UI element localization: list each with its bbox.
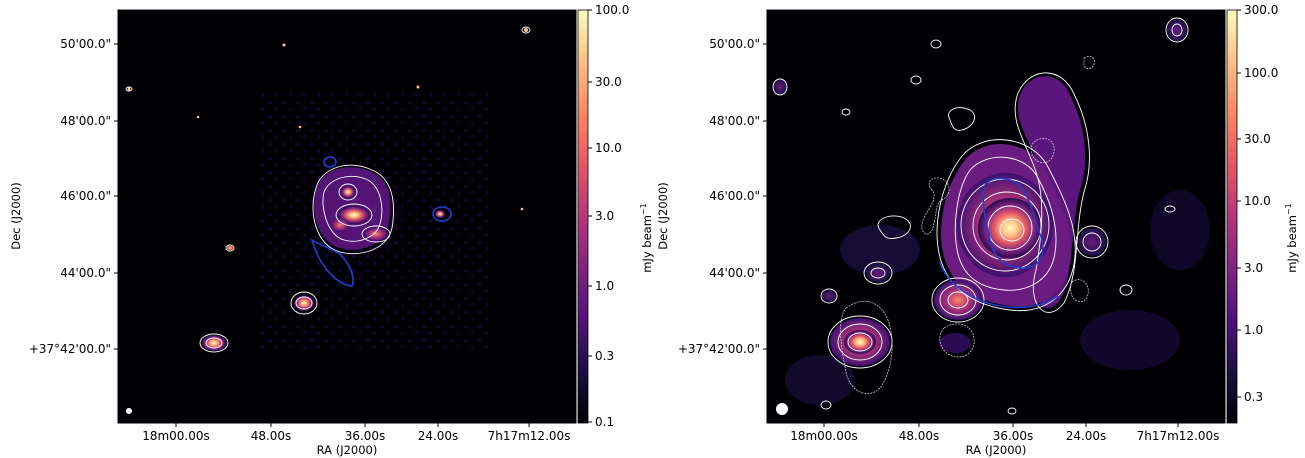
right-y-tick-label: 48'00.0"	[709, 114, 760, 128]
right-colorbar-tick-label: 0.3	[1244, 390, 1263, 404]
right-y-axis-label: Dec (J2000)	[656, 182, 670, 250]
right-x-tick-label: 7h17m12.00s	[1137, 429, 1220, 443]
right-colorbar-tick-label: 30.0	[1244, 132, 1271, 146]
right-x-ticks	[823, 423, 1179, 427]
left-colorbar-tick-label: 0.3	[595, 349, 614, 363]
left-x-ticks	[175, 423, 530, 427]
right-x-tick-label: 48.00s	[899, 429, 940, 443]
right-x-axis-label: RA (J2000)	[966, 443, 1027, 457]
right-panel: 18m00.00s 48.00s 36.00s 24.00s 7h17m12.0…	[656, 3, 1299, 457]
right-colorbar-tick-label: 300.0	[1244, 3, 1278, 17]
left-y-axis-label: Dec (J2000)	[9, 182, 23, 250]
right-colorbar-label-sup: −1	[1284, 203, 1293, 215]
right-x-tick-label: 36.00s	[993, 429, 1034, 443]
right-colorbar-tick-label: 100.0	[1244, 66, 1278, 80]
left-y-tick-label: 44'00.0"	[60, 266, 111, 280]
left-colorbar-tick-label: 30.0	[595, 75, 622, 89]
left-colorbar-label: mJy beam−1	[639, 203, 654, 272]
left-y-tick-label: 48'00.0"	[60, 114, 111, 128]
left-x-tick-label: 24.00s	[418, 429, 459, 443]
right-colorbar-tick-label: 3.0	[1244, 261, 1263, 275]
right-y-tick-label: 50'00.0"	[709, 37, 760, 51]
left-colorbar-tick-label: 100.0	[595, 3, 629, 17]
left-colorbar-label-text: mJy beam	[640, 215, 654, 273]
right-x-tick-label: 18m00.00s	[790, 429, 858, 443]
left-contours	[125, 26, 531, 353]
left-y-tick-label: 50'00.0"	[60, 37, 111, 51]
left-colorbar-tick-label: 1.0	[595, 279, 614, 293]
left-x-axis-label: RA (J2000)	[317, 443, 378, 457]
right-dim-contours	[840, 56, 1095, 394]
left-colorbar: 100.0 30.0 10.0 3.0 1.0 0.3 0.1 mJy beam…	[577, 3, 654, 429]
left-y-tick-label: 46'00.0"	[60, 189, 111, 203]
left-colorbar-label-sup: −1	[639, 203, 648, 215]
right-colorbar: 300.0 100.0 30.0 10.0 3.0 1.0 0.3 mJy be…	[1226, 3, 1299, 424]
right-colorbar-tick-label: 10.0	[1244, 194, 1271, 208]
left-x-tick-label: 18m00.00s	[142, 429, 210, 443]
left-colorbar-tick-label: 0.1	[595, 415, 614, 429]
right-y-ticks	[763, 43, 767, 350]
left-regions	[310, 156, 452, 287]
left-x-tick-label: 36.00s	[345, 429, 386, 443]
left-panel: 18m00.00s 48.00s 36.00s 24.00s 7h17m12.0…	[9, 3, 654, 457]
left-y-ticks	[114, 43, 118, 350]
right-colorbar-tick-label: 1.0	[1244, 323, 1263, 337]
left-x-tick-label: 48.00s	[251, 429, 292, 443]
left-colorbar-tick-label: 10.0	[595, 141, 622, 155]
right-y-tick-label: 44'00.0"	[709, 266, 760, 280]
right-x-tick-label: 24.00s	[1066, 429, 1107, 443]
right-y-tick-label: 46'00.0"	[709, 189, 760, 203]
left-colorbar-tick-label: 3.0	[595, 209, 614, 223]
left-emission	[126, 28, 528, 414]
left-y-tick-label: +37°42'00.0"	[29, 342, 111, 356]
right-y-tick-label: +37°42'00.0"	[678, 342, 760, 356]
right-colorbar-label-text: mJy beam	[1285, 215, 1299, 273]
left-x-tick-label: 7h17m12.00s	[488, 429, 571, 443]
right-regions	[939, 177, 1059, 309]
right-colorbar-label: mJy beam−1	[1284, 203, 1299, 272]
